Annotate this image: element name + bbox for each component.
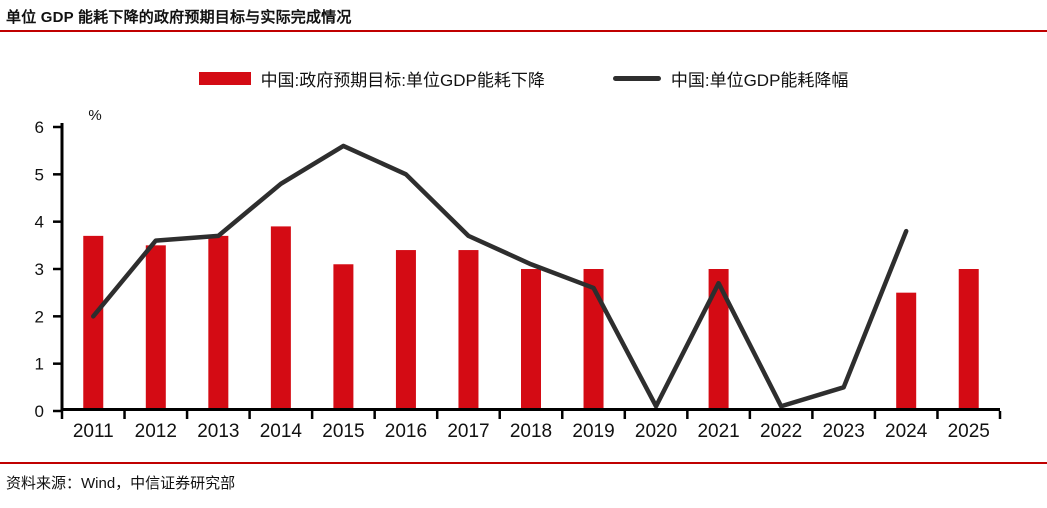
legend-target-label: 中国:政府预期目标:单位GDP能耗下降 [260,71,545,90]
x-tick-label: 2012 [135,421,177,442]
chart-area: % 0 1 2 3 4 5 6 2011 2012 2013 2014 2015 2016 2017 2018… [0,100,1047,450]
x-tick-label: 2018 [510,421,552,442]
energy-intensity-chart: % 0 1 2 3 4 5 6 2011 2012 2013 2014 2015 2016 2017 2018… [35,107,1002,442]
x-tick-label: 2020 [635,421,677,442]
actual-line [91,143,909,409]
y-tick-label: 5 [35,165,44,184]
bar-2019 [583,269,604,411]
x-tick-label: 2017 [447,421,489,442]
y-tick-label: 4 [35,213,44,232]
bar-2015 [333,264,354,411]
bar-2021 [708,269,729,411]
y-tick-label: 2 [35,307,44,326]
bar-2024 [896,292,917,411]
x-tick-label: 2024 [885,421,928,442]
x-tick-label: 2021 [697,421,739,442]
page-title: 单位 GDP 能耗下降的政府预期目标与实际完成情况 [6,9,352,26]
x-tick-label: 2022 [760,421,802,442]
x-tick-label: 2013 [197,421,239,442]
bar-2018 [521,269,541,411]
title-divider [0,30,1047,32]
legend-item-actual: 中国:单位GDP能耗降幅 [612,66,849,91]
y-tick-label: 6 [35,118,44,137]
y-tick-label: 3 [35,260,44,279]
x-tick-label: 2011 [73,421,114,442]
bar-2012 [145,245,166,411]
y-tick-label: 0 [35,402,44,421]
legend-item-target: 中国:政府预期目标:单位GDP能耗下降 [198,66,545,91]
y-tick-label: 1 [35,355,44,374]
source-note: 资料来源：Wind，中信证券研究部 [6,475,236,492]
bar-2016 [395,250,416,411]
x-tick-label: 2016 [385,421,427,442]
bar-2014 [270,226,291,411]
bar-2017 [458,250,479,411]
legend-line-swatch [612,76,661,81]
x-tick-label: 2019 [572,421,614,442]
x-tick-label: 2025 [948,421,990,442]
bar-2013 [208,235,229,411]
footer-divider [0,462,1047,464]
bar-2011 [83,235,104,411]
y-axis-unit-label: % [88,107,101,124]
bar-2025 [958,269,979,411]
x-tick-label: 2014 [260,421,303,442]
x-tick-label: 2023 [823,421,865,442]
legend-actual-label: 中国:单位GDP能耗降幅 [670,71,849,90]
legend-bar-swatch [198,72,251,85]
chart-legend: 中国:政府预期目标:单位GDP能耗下降 中国:单位GDP能耗降幅 [0,66,1047,91]
x-tick-label: 2015 [322,421,364,442]
